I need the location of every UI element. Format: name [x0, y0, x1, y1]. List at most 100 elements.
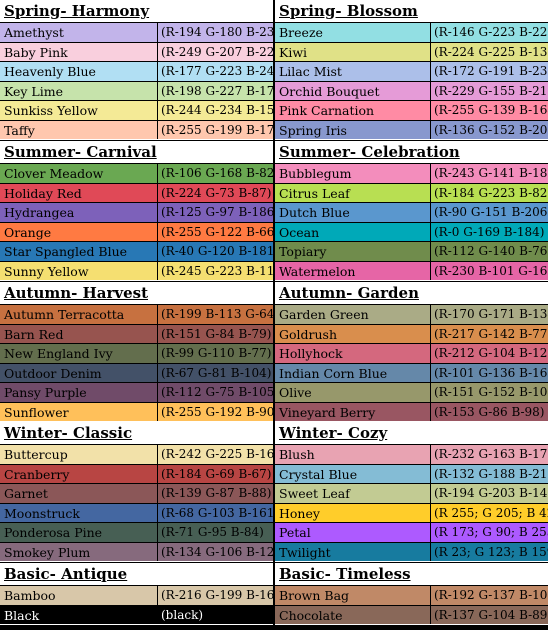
- color-rgb-value: (R-125 G-97 B-186): [161, 205, 273, 219]
- palette-winter-classic: Winter- Classic Buttercup (R-242 G-225 B-1…: [0, 422, 273, 562]
- color-name: Olive: [275, 383, 431, 402]
- color-name: Key Lime: [0, 81, 158, 100]
- color-rgb-value: (R-249 G-207 B-221): [161, 44, 273, 59]
- color-name: Indian Corn Blue: [275, 363, 431, 382]
- palette-title: Winter- Cozy: [275, 422, 548, 444]
- swatch-row-pink-carnation: Pink Carnation (R-255 G-139 B-164): [275, 100, 548, 120]
- palette-spring-blossom: Spring- Blossom Breeze (R-146 G-223 B-227)…: [275, 0, 548, 140]
- color-rgb-value: (R-71 G-95 B-84): [161, 525, 264, 539]
- swatch-row-olive: Olive (R-151 G-152 B-107): [275, 382, 548, 402]
- color-rgb-value: (R 173; G 90; B 255): [434, 525, 548, 539]
- swatch-row-sunflower: Sunflower (R-255 G-192 B-90): [0, 401, 273, 421]
- color-rgb-value: (R-112 G-140 B-76): [434, 244, 548, 258]
- color-name: Crystal Blue: [275, 464, 431, 483]
- swatch-row-topiary: Topiary (R-112 G-140 B-76): [275, 241, 548, 261]
- color-rgb-value: (R-172 G-191 B-233): [434, 64, 548, 78]
- swatch-row-orchid-bouquet: Orchid Bouquet (R-229 G-155 B-215): [275, 80, 548, 100]
- swatch-row-spring-iris: Spring Iris (R-136 G-152 B-206): [275, 119, 548, 139]
- swatch-row-bamboo: Bamboo(R-216 G-199 B-169): [0, 585, 273, 605]
- color-rgb-value: (R-232 G-163 B-178): [434, 447, 548, 461]
- color-rgb-value: (R-40 G-120 B-181): [161, 244, 273, 258]
- swatch-row-moonstruck: Moonstruck (R-68 G-103 B-161): [0, 502, 273, 522]
- color-rgb-value: (R-139 G-87 B-88): [161, 486, 272, 500]
- swatch-row-key-lime: Key Lime(R-198 G-227 B-171): [0, 80, 273, 100]
- color-name: Bubblegum: [275, 164, 431, 183]
- color-rgb-value: (R-184 G-223 B-82): [434, 185, 548, 200]
- color-name: Orange: [0, 222, 158, 241]
- swatch-row-smokey-plum: Smokey Plum(R-134 G-106 B-125): [0, 541, 273, 561]
- swatch-row-citrus-leaf: Citrus Leaf (R-184 G-223 B-82): [275, 182, 548, 202]
- color-name: Holiday Red: [0, 183, 158, 202]
- color-rgb-value: (R-243 G-141 B-188): [434, 166, 548, 180]
- color-rgb-value: (R-170 G-171 B-134): [434, 307, 548, 321]
- color-name: Garnet: [0, 484, 158, 503]
- swatch-row-outdoor-denim: Outdoor Denim (R-67 G-81 B-104): [0, 362, 273, 382]
- palette-autumn-harvest: Autumn- Harvest Autumn Terracotta (R-199 B…: [0, 282, 273, 422]
- swatch-row-vineyard-berry: Vineyard Berry (R-153 G-86 B-98): [275, 401, 548, 421]
- swatch-row-sweet-leaf: Sweet Leaf (R-194 G-203 B-147): [275, 483, 548, 503]
- color-name: Lilac Mist: [275, 62, 431, 81]
- color-rgb-value: (R-194 G-180 B-234): [161, 25, 273, 39]
- color-name: Citrus Leaf: [275, 183, 431, 202]
- swatch-row-holiday-red: Holiday Red (R-224 G-73 B-87): [0, 182, 273, 202]
- color-name: Star Spangled Blue: [0, 242, 158, 261]
- color-name: Outdoor Denim: [0, 363, 158, 382]
- swatch-row-ocean: Ocean (R-0 G-169 B-184): [275, 221, 548, 241]
- swatch-row-new-england-ivy: New England Ivy (R-99 G-110 B-77): [0, 343, 273, 363]
- color-name: Dutch Blue: [275, 203, 431, 222]
- color-rgb-value: (R-224 G-225 B-135): [434, 44, 548, 59]
- color-name: Brown Bag: [275, 586, 431, 605]
- color-rgb-value: (R-192 G-137 B-103): [434, 588, 548, 602]
- palette-title: Basic- Timeless: [275, 563, 548, 585]
- color-name: Breeze: [275, 23, 431, 42]
- color-rgb-value: (R-212 G-104 B-126): [434, 346, 548, 360]
- swatch-row-indian-corn-blue: Indian Corn Blue (R-101 G-136 B-169): [275, 362, 548, 382]
- swatch-row-heavenly-blue: Heavenly Blue(R-177 G-223 B-243): [0, 61, 273, 81]
- swatch-row-taffy: Taffy(R-255 G-199 B-174): [0, 119, 273, 139]
- color-rgb-value: (R-184 G-69 B-67): [161, 466, 272, 481]
- swatch-row-goldrush: Goldrush (R-217 G-142 B-77): [275, 323, 548, 343]
- color-rgb-value: (R-255 G-199 B-174): [161, 122, 273, 137]
- swatch-row-watermelon: Watermelon (R-230 B-101 G-166): [275, 260, 548, 280]
- palette-title: Spring- Harmony: [0, 0, 273, 22]
- color-name: Sunny Yellow: [0, 261, 158, 280]
- color-rgb-value: (R-146 G-223 B-227): [434, 25, 548, 39]
- color-name: Watermelon: [275, 261, 431, 280]
- color-name: Honey: [275, 503, 431, 522]
- color-name: Ocean: [275, 222, 431, 241]
- swatch-row-barn-red: Barn Red (R-151 G-84 B-79): [0, 323, 273, 343]
- swatch-row-hollyhock: Hollyhock (R-212 G-104 B-126): [275, 343, 548, 363]
- swatch-row-blush: Blush (R-232 G-163 B-178): [275, 444, 548, 464]
- color-name: Kiwi: [275, 42, 431, 61]
- color-rgb-value: (R-199 B-113 G-64): [161, 307, 273, 321]
- swatch-row-amethyst: Amethyst(R-194 G-180 B-234): [0, 22, 273, 42]
- color-rgb-value: (R-216 G-199 B-169): [161, 588, 273, 602]
- swatch-row-autumn-terracotta: Autumn Terracotta (R-199 B-113 G-64): [0, 304, 273, 324]
- swatch-row-garnet: Garnet (R-139 G-87 B-88): [0, 483, 273, 503]
- color-name: Blush: [275, 445, 431, 464]
- color-rgb-value: (R-194 G-203 B-147): [434, 486, 548, 500]
- color-rgb-value: (R-101 G-136 B-169): [434, 365, 548, 380]
- swatch-row-breeze: Breeze (R-146 G-223 B-227): [275, 22, 548, 42]
- palette-title: Summer- Carnival: [0, 141, 273, 163]
- palette-basic-timeless: Basic- Timeless Brown Bag (R-192 G-137 B-1…: [275, 563, 548, 625]
- color-rgb-value: (R-67 G-81 B-104): [161, 365, 272, 380]
- color-name: Goldrush: [275, 324, 431, 343]
- swatch-row-sunny-yellow: Sunny Yellow(R-245 G-223 B-113): [0, 260, 273, 280]
- color-name: Sunflower: [0, 402, 158, 421]
- color-rgb-value: (R-0 G-169 B-184): [434, 224, 545, 239]
- color-rgb-value: (R-112 G-75 B-105): [161, 385, 273, 399]
- swatch-row-baby-pink: Baby Pink(R-249 G-207 B-221): [0, 41, 273, 61]
- color-rgb-value: (R-255 G-139 B-164): [434, 103, 548, 117]
- color-rgb-value: (R-255 G-122 B-66): [161, 224, 273, 239]
- swatch-row-sunkiss-yellow: Sunkiss Yellow(R-244 G-234 B-150): [0, 100, 273, 120]
- color-rgb-value: (R-245 G-223 B-113): [161, 263, 273, 278]
- color-name: Pansy Purple: [0, 383, 158, 402]
- palette-autumn-garden: Autumn- Garden Garden Green (R-170 G-171 B…: [275, 282, 548, 422]
- color-rgb-value: (R-137 G-104 B-89): [434, 607, 548, 622]
- color-rgb-value: (R-224 G-73 B-87): [161, 185, 272, 200]
- swatch-row-crystal-blue: Crystal Blue (R-132 G-188 B-213): [275, 463, 548, 483]
- swatch-row-pansy-purple: Pansy Purple (R-112 G-75 B-105): [0, 382, 273, 402]
